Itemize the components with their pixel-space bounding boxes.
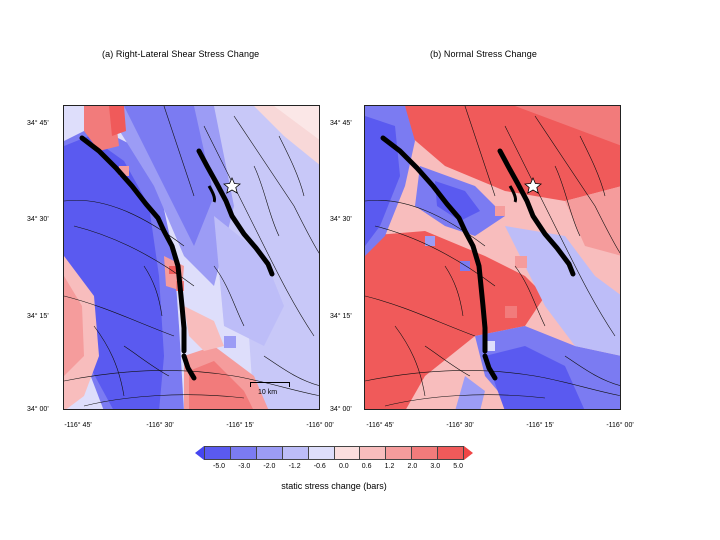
- panel-a-lat-label: 34° 15': [27, 313, 49, 320]
- panel-b-map: [364, 105, 621, 410]
- scale-bar: 10 km: [250, 382, 290, 400]
- colorbar-cell: [386, 446, 413, 460]
- scale-bar-label: 10 km: [258, 389, 278, 396]
- colorbar-tick: 0.6: [361, 463, 372, 470]
- colorbar-tick: -3.0: [238, 463, 251, 470]
- panel-b-lon-label: -116° 00': [606, 422, 634, 429]
- panel-a-lat-label: 34° 45': [27, 120, 49, 127]
- epicenter-star-icon: [524, 176, 542, 194]
- panel-a-lat-label: 34° 00': [27, 406, 49, 413]
- colorbar-tick: -0.6: [313, 463, 326, 470]
- colorbar-max-arrow: [464, 446, 473, 460]
- panel-b-lon-label: -116° 15': [526, 422, 554, 429]
- epicenter-star-icon: [223, 176, 241, 194]
- colorbar-tick: 1.2: [384, 463, 395, 470]
- colorbar-cell: [334, 446, 361, 460]
- colorbar-tick: -2.0: [263, 463, 276, 470]
- panel-a-lon-label: -116° 00': [306, 422, 334, 429]
- colorbar: [204, 446, 465, 460]
- panel-b-lat-label: 34° 45': [330, 120, 352, 127]
- panel-a-lon-label: -116° 45': [64, 422, 92, 429]
- panel-b-lat-label: 34° 00': [330, 406, 352, 413]
- panel-a-map: [63, 105, 320, 410]
- colorbar-tick: -1.2: [288, 463, 301, 470]
- colorbar-cell: [256, 446, 283, 460]
- colorbar-ticks: -5.0 -3.0 -2.0 -1.2 -0.6 0.0 0.6 1.2 2.0…: [213, 463, 463, 470]
- panel-b-lon-label: -116° 45': [366, 422, 394, 429]
- colorbar-tick: 2.0: [407, 463, 418, 470]
- colorbar-tick: 5.0: [453, 463, 463, 470]
- colorbar-title: static stress change (bars): [281, 481, 387, 491]
- colorbar-min-arrow: [195, 446, 204, 460]
- panel-a-lon-label: -116° 30': [146, 422, 174, 429]
- colorbar-tick: 0.0: [338, 463, 349, 470]
- panel-b-title: (b) Normal Stress Change: [430, 49, 537, 59]
- panel-b-lat-label: 34° 15': [330, 313, 352, 320]
- colorbar-cell: [360, 446, 387, 460]
- colorbar-cell: [230, 446, 257, 460]
- colorbar-tick: 3.0: [430, 463, 441, 470]
- panel-a-lat-label: 34° 30': [27, 216, 49, 223]
- colorbar-cell: [204, 446, 231, 460]
- colorbar-cell: [308, 446, 335, 460]
- panel-a-lon-label: -116° 15': [226, 422, 254, 429]
- colorbar-cell: [438, 446, 465, 460]
- panel-b-lat-label: 34° 30': [330, 216, 352, 223]
- colorbar-tick: -5.0: [213, 463, 226, 470]
- panel-a-title: (a) Right-Lateral Shear Stress Change: [102, 49, 260, 59]
- colorbar-cell: [412, 446, 439, 460]
- colorbar-cell: [282, 446, 309, 460]
- panel-b-lon-label: -116° 30': [446, 422, 474, 429]
